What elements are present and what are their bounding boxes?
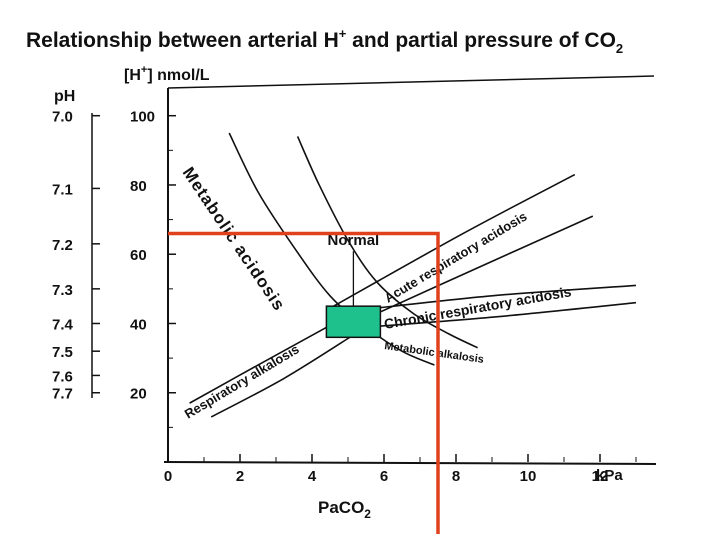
y-tick-label: 60 bbox=[130, 247, 147, 264]
x-axis-label: PaCO2 bbox=[318, 498, 371, 521]
region-boundary-acute-respiratory-acidosis bbox=[362, 215, 594, 321]
region-boundary-respiratory-alkalosis bbox=[210, 333, 356, 418]
reference-lines bbox=[168, 231, 440, 534]
ph-tick-label: 7.0 bbox=[52, 109, 73, 126]
chart-title: Relationship between arterial H+ and par… bbox=[26, 26, 623, 56]
y-axis-unit: [H+] nmol/L bbox=[124, 64, 210, 84]
ph-tick-label: 7.5 bbox=[52, 344, 73, 361]
region-boundary-metabolic-acidosis bbox=[228, 132, 435, 366]
normal-label: Normal bbox=[328, 232, 380, 249]
x-tick-label: 2 bbox=[236, 468, 244, 485]
ph-ticks: 7.0 7.1 7.2 7.3 7.4 7.5 7.67.7 bbox=[52, 109, 100, 403]
ph-tick-label: 7.3 bbox=[52, 282, 73, 299]
region-boundary-chronic-respiratory-acidosis bbox=[369, 301, 637, 328]
normal-box bbox=[325, 305, 382, 339]
ph-tick-label: 7.2 bbox=[52, 237, 73, 254]
x-tick-label: 8 bbox=[452, 468, 460, 485]
x-axis-unit: kPa bbox=[596, 467, 623, 484]
ph-tick-label: 7.7 bbox=[52, 386, 73, 403]
ph-tick-label: 7.4 bbox=[52, 316, 74, 333]
regions bbox=[189, 132, 637, 418]
top-axis-line bbox=[167, 75, 655, 89]
x-axis-line bbox=[163, 461, 657, 465]
ph-axis-label: pH bbox=[54, 88, 75, 105]
x-tick-label: 10 bbox=[520, 468, 537, 485]
x-ticks: 0 2 4 6 8 10 12 bbox=[164, 454, 637, 485]
region-boundary-acute-respiratory-acidosis bbox=[333, 173, 576, 307]
region-boundary-respiratory-alkalosis bbox=[189, 322, 334, 404]
ph-tick-label: 7.1 bbox=[52, 181, 73, 198]
x-tick-label: 12 bbox=[592, 468, 609, 485]
y-tick-label: 80 bbox=[130, 178, 147, 195]
region-label-acute-respiratory-acidosis: Acute respiratory acidosis bbox=[382, 209, 530, 306]
y-tick-label: 40 bbox=[130, 316, 147, 333]
x-tick-label: 0 bbox=[164, 468, 172, 485]
y-ticks: 20 40 60 80 100 bbox=[130, 109, 176, 428]
x-tick-label: 4 bbox=[308, 468, 317, 485]
y-tick-label: 20 bbox=[130, 386, 147, 403]
ph-tick-label: 7.6 bbox=[52, 368, 73, 385]
y-tick-label: 100 bbox=[130, 109, 155, 126]
region-label-respiratory-alkalosis: Respiratory alkalosis bbox=[182, 341, 302, 421]
x-tick-label: 6 bbox=[380, 468, 388, 485]
region-label-metabolic-acidosis: Metabolic acidosis bbox=[179, 164, 289, 315]
region-boundary-chronic-respiratory-acidosis bbox=[362, 284, 637, 311]
